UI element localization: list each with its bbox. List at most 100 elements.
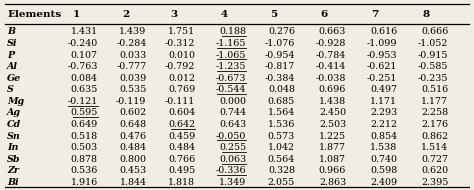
Text: -1.235: -1.235 (216, 62, 246, 71)
Text: 1.514: 1.514 (421, 143, 448, 152)
Text: 0.010: 0.010 (168, 51, 195, 59)
Text: 0.476: 0.476 (119, 131, 146, 141)
Text: 2.212: 2.212 (370, 120, 397, 129)
Text: 0.854: 0.854 (370, 131, 397, 141)
Text: 0.862: 0.862 (421, 131, 448, 141)
Text: -1.052: -1.052 (418, 39, 448, 48)
Text: 1.439: 1.439 (119, 27, 146, 36)
Text: 1.564: 1.564 (268, 108, 295, 117)
Text: 1.087: 1.087 (319, 155, 346, 164)
Text: 0.484: 0.484 (168, 143, 195, 152)
Text: 1.538: 1.538 (370, 143, 397, 152)
Text: 2.863: 2.863 (319, 178, 346, 187)
Text: 5: 5 (271, 10, 278, 18)
Text: 0.648: 0.648 (119, 120, 146, 129)
Text: 0.602: 0.602 (119, 108, 146, 117)
Text: 0.966: 0.966 (319, 166, 346, 175)
Text: -0.585: -0.585 (418, 62, 448, 71)
Text: 1.177: 1.177 (421, 97, 448, 106)
Text: 0.497: 0.497 (370, 85, 397, 94)
Text: -0.111: -0.111 (165, 97, 195, 106)
Text: -0.336: -0.336 (216, 166, 246, 175)
Text: 0.727: 0.727 (421, 155, 448, 164)
Text: -0.251: -0.251 (367, 74, 397, 83)
Text: 0.744: 0.744 (219, 108, 246, 117)
Text: 1.751: 1.751 (168, 27, 195, 36)
Text: 1.431: 1.431 (71, 27, 98, 36)
Text: B: B (7, 27, 15, 36)
Text: 0.039: 0.039 (119, 74, 146, 83)
Text: 0.620: 0.620 (421, 166, 448, 175)
Text: -0.235: -0.235 (418, 74, 448, 83)
Text: 8: 8 (423, 10, 430, 18)
Text: 1.042: 1.042 (268, 143, 295, 152)
Text: 0.328: 0.328 (268, 166, 295, 175)
Text: 0.536: 0.536 (70, 166, 98, 175)
Text: 0.033: 0.033 (119, 51, 146, 59)
Text: 1.536: 1.536 (268, 120, 295, 129)
Text: 0.878: 0.878 (71, 155, 98, 164)
Text: 1: 1 (73, 10, 81, 18)
Text: -0.673: -0.673 (216, 74, 246, 83)
Text: -0.038: -0.038 (316, 74, 346, 83)
Text: 0.766: 0.766 (168, 155, 195, 164)
Text: 0.663: 0.663 (319, 27, 346, 36)
Text: 2.409: 2.409 (370, 178, 397, 187)
Text: 0.769: 0.769 (168, 85, 195, 94)
Text: 0.518: 0.518 (71, 131, 98, 141)
Text: 2.055: 2.055 (268, 178, 295, 187)
Text: 0.635: 0.635 (70, 85, 98, 94)
Text: Sb: Sb (7, 155, 20, 164)
Text: 0.643: 0.643 (219, 120, 246, 129)
Text: 0.484: 0.484 (119, 143, 146, 152)
Text: -0.792: -0.792 (165, 62, 195, 71)
Text: -0.953: -0.953 (366, 51, 397, 59)
Text: 0.503: 0.503 (71, 143, 98, 152)
Text: 0.495: 0.495 (168, 166, 195, 175)
Text: 0.696: 0.696 (319, 85, 346, 94)
Text: 0.666: 0.666 (421, 27, 448, 36)
Text: 6: 6 (320, 10, 328, 18)
Text: 0.188: 0.188 (219, 27, 246, 36)
Text: In: In (7, 143, 18, 152)
Text: Si: Si (7, 39, 18, 48)
Text: Elements: Elements (7, 10, 61, 18)
Text: Bi: Bi (7, 178, 18, 187)
Text: 0.084: 0.084 (71, 74, 98, 83)
Text: -1.076: -1.076 (264, 39, 295, 48)
Text: -0.050: -0.050 (216, 131, 246, 141)
Text: 0.800: 0.800 (119, 155, 146, 164)
Text: -0.915: -0.915 (418, 51, 448, 59)
Text: 2.258: 2.258 (421, 108, 448, 117)
Text: -0.240: -0.240 (67, 39, 98, 48)
Text: -0.763: -0.763 (67, 62, 98, 71)
Text: 0.453: 0.453 (119, 166, 146, 175)
Text: 1.916: 1.916 (71, 178, 98, 187)
Text: 0.649: 0.649 (71, 120, 98, 129)
Text: 0.573: 0.573 (268, 131, 295, 141)
Text: -0.384: -0.384 (264, 74, 295, 83)
Text: 0.740: 0.740 (370, 155, 397, 164)
Text: Cd: Cd (7, 120, 21, 129)
Text: -1.099: -1.099 (367, 39, 397, 48)
Text: 0.685: 0.685 (268, 97, 295, 106)
Text: -0.817: -0.817 (265, 62, 295, 71)
Text: Ge: Ge (7, 74, 21, 83)
Text: -0.954: -0.954 (264, 51, 295, 59)
Text: 2.176: 2.176 (421, 120, 448, 129)
Text: 2: 2 (122, 10, 129, 18)
Text: 1.844: 1.844 (119, 178, 146, 187)
Text: 7: 7 (372, 10, 379, 18)
Text: 1.225: 1.225 (319, 131, 346, 141)
Text: 0.535: 0.535 (119, 85, 146, 94)
Text: -0.928: -0.928 (316, 39, 346, 48)
Text: 2.450: 2.450 (319, 108, 346, 117)
Text: 2.395: 2.395 (421, 178, 448, 187)
Text: 0.516: 0.516 (421, 85, 448, 94)
Text: P: P (7, 51, 14, 59)
Text: -0.312: -0.312 (165, 39, 195, 48)
Text: 2.503: 2.503 (319, 120, 346, 129)
Text: 0.598: 0.598 (370, 166, 397, 175)
Text: 0.595: 0.595 (70, 108, 98, 117)
Text: -1.065: -1.065 (216, 51, 246, 59)
